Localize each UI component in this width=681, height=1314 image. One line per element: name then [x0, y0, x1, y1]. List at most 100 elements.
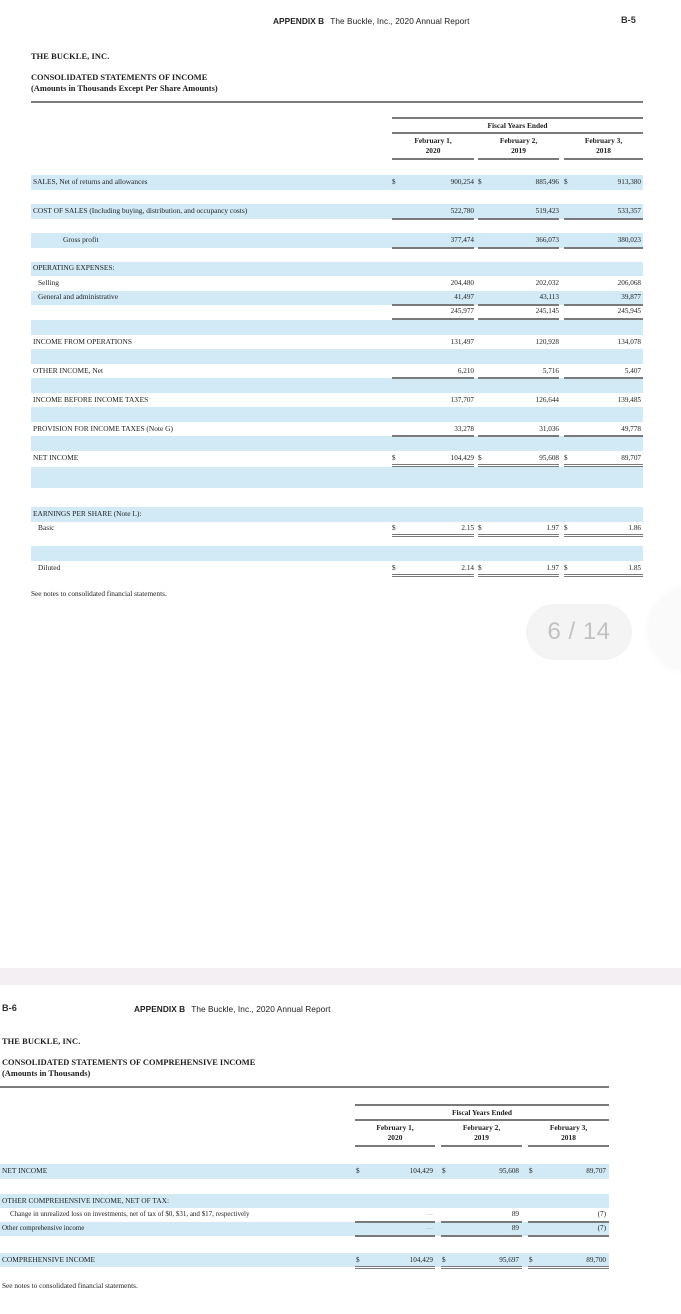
header-rule-mid [392, 132, 643, 134]
underline [392, 435, 474, 437]
underline [564, 218, 643, 220]
header-rule-mid [355, 1119, 609, 1121]
underline [528, 1221, 609, 1223]
row-label: Basic [38, 523, 55, 532]
dollar-sign: $ [392, 564, 396, 572]
double-underline [441, 1266, 522, 1269]
header-rule-col3 [564, 158, 643, 160]
underline [564, 318, 643, 320]
row-label: Other comprehensive income [2, 1224, 85, 1232]
value-2019: 1.97 [546, 524, 559, 532]
section-earnings-per-share: EARNINGS PER SHARE (Note L): [33, 509, 142, 518]
column-header-2018: February 3, 2018 [549, 1123, 588, 1142]
row-label: General and administrative [38, 292, 119, 301]
value-2020: 131,497 [450, 338, 474, 346]
value-2018: 89,700 [586, 1256, 606, 1264]
underline [478, 318, 559, 320]
value-2018: (7) [597, 1210, 606, 1218]
dollar-sign: $ [478, 454, 482, 462]
header-rule-col3 [528, 1145, 609, 1147]
underline [355, 1235, 435, 1237]
row-stripe [31, 262, 643, 276]
value-2020: 104,429 [450, 454, 474, 462]
underline [392, 318, 474, 320]
underline [392, 218, 474, 220]
header-rule-top [392, 117, 643, 119]
row-label: INCOME FROM OPERATIONS [33, 337, 132, 346]
column-header-2020: February 1, 2020 [376, 1123, 414, 1142]
underline [478, 247, 559, 249]
double-underline [528, 1266, 609, 1269]
value-2018: 913,380 [617, 178, 641, 186]
double-underline [564, 464, 643, 467]
row-label: NET INCOME [33, 453, 79, 462]
value-2018: 39,877 [621, 293, 641, 301]
footnote: See notes to consolidated financial stat… [2, 1281, 138, 1290]
row-label: NET INCOME [2, 1166, 48, 1175]
value-2019: 1.97 [546, 564, 559, 572]
double-underline [392, 464, 474, 467]
value-2018: 49,778 [621, 425, 641, 433]
value-2020: 104,429 [409, 1167, 433, 1175]
page-separator [0, 968, 681, 985]
value-2019: 120,928 [535, 338, 559, 346]
value-2018: 89,707 [621, 454, 641, 462]
row-label: Diluted [38, 563, 61, 572]
underline [478, 218, 559, 220]
value-2018: 1.86 [628, 524, 641, 532]
row-stripe [31, 175, 643, 190]
section-operating-expenses: OPERATING EXPENSES: [33, 263, 115, 272]
underline [441, 1221, 522, 1223]
dollar-sign: $ [392, 178, 396, 186]
dollar-sign: $ [478, 564, 482, 572]
row-stripe [31, 291, 643, 305]
double-underline [478, 574, 559, 577]
dollar-sign: $ [356, 1256, 360, 1264]
value-2019: 95,608 [499, 1167, 519, 1175]
column-header-2019: February 2, 2019 [462, 1123, 501, 1142]
value-2019: 43,113 [539, 293, 560, 301]
row-stripe [31, 467, 643, 488]
row-stripe [31, 378, 643, 393]
header-rule-top [355, 1104, 609, 1106]
header-rule-col2 [478, 158, 559, 160]
appendix-label: APPENDIX B [134, 1004, 186, 1014]
running-head: APPENDIX B The Buckle, Inc., 2020 Annual … [134, 1004, 330, 1014]
appendix-label: APPENDIX B [273, 16, 325, 26]
row-stripe [31, 349, 643, 364]
value-2020: 6,210 [457, 367, 474, 375]
value-2018: 5,407 [624, 367, 641, 375]
value-2020: 204,480 [450, 279, 474, 287]
value-2020: 137,707 [450, 396, 474, 404]
title-rule [31, 101, 643, 103]
row-label: COST OF SALES (Including buying, distrib… [33, 206, 248, 215]
statement-title-text: CONSOLIDATED STATEMENTS OF COMPREHENSIVE… [2, 1058, 256, 1067]
row-label: INCOME BEFORE INCOME TAXES [33, 395, 149, 404]
page-number: B-5 [621, 15, 636, 25]
underline [564, 435, 643, 437]
statement-title-text: CONSOLIDATED STATEMENTS OF INCOME [31, 73, 208, 82]
underline [392, 377, 474, 379]
header-rule-col2 [441, 1145, 522, 1147]
pdf-page-b6: B-6 APPENDIX B The Buckle, Inc., 2020 Ann… [0, 985, 681, 1314]
value-2018: 139,485 [617, 396, 641, 404]
fiscal-years-header: Fiscal Years Ended [487, 121, 548, 130]
header-rule-col1 [392, 158, 474, 160]
dollar-sign: $ [529, 1256, 533, 1264]
double-underline [355, 1266, 435, 1269]
dollar-sign: $ [564, 178, 568, 186]
dollar-sign: $ [564, 454, 568, 462]
row-label: Selling [38, 278, 59, 287]
value-2018: (7) [597, 1224, 606, 1232]
double-underline [478, 534, 559, 537]
value-2020: — [425, 1224, 433, 1232]
row-label: PROVISION FOR INCOME TAXES (Note G) [33, 424, 173, 433]
statement-subtitle: (Amounts in Thousands Except Per Share A… [31, 83, 218, 93]
double-underline [564, 534, 643, 537]
value-2019: 366,073 [535, 236, 559, 244]
statement-title: CONSOLIDATED STATEMENTS OF INCOME (Amoun… [31, 73, 218, 94]
dollar-sign: $ [564, 524, 568, 532]
underline [441, 1235, 522, 1237]
value-2020: 2.15 [461, 524, 474, 532]
column-header-2018: February 3, 2018 [584, 136, 623, 155]
